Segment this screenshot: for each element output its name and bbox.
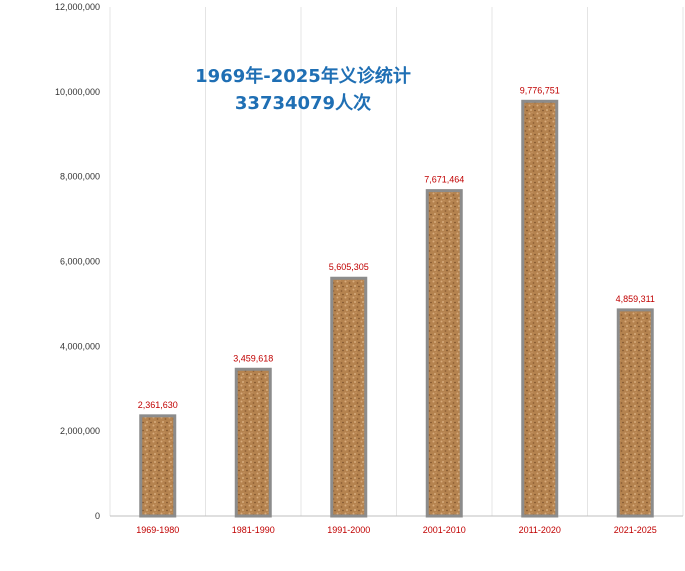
bar: [425, 189, 463, 518]
grid-lines: [109, 7, 684, 516]
bar: [234, 367, 272, 518]
data-label: 4,859,311: [616, 294, 655, 304]
chart-title: 1969年-2025年义诊统计 33734079人次: [195, 65, 411, 114]
x-tick-label: 1969-1980: [136, 525, 179, 535]
data-label: 7,671,464: [424, 175, 464, 185]
data-label: 5,605,305: [329, 262, 369, 272]
bar: [330, 276, 368, 518]
y-axis-tick-labels: 0 2,000,000 4,000,000 6,000,000 8,000,000 10,…: [55, 2, 100, 521]
data-labels: 2,361,630 3,459,618 5,605,305 7,671,464 9,77…: [138, 85, 655, 410]
x-tick-label: 2011-2020: [519, 525, 561, 535]
y-tick-label: 0: [95, 511, 100, 521]
y-tick-label: 10,000,000: [55, 87, 100, 97]
bar: [139, 414, 177, 518]
title-line-2: 33734079人次: [235, 92, 371, 114]
y-tick-label: 4,000,000: [60, 341, 100, 351]
y-tick-label: 8,000,000: [60, 172, 100, 182]
x-tick-label: 1991-2000: [327, 525, 370, 535]
title-line-1: 1969年-2025年义诊统计: [195, 65, 411, 87]
bar: [616, 308, 654, 518]
bar: [521, 99, 559, 518]
x-axis-category-labels: 1969-1980 1981-1990 1991-2000 2001-2010 2011…: [136, 525, 657, 535]
y-tick-label: 6,000,000: [60, 257, 100, 267]
y-tick-label: 12,000,000: [55, 2, 100, 12]
data-label: 3,459,618: [233, 353, 273, 363]
data-label: 2,361,630: [138, 400, 178, 410]
x-tick-label: 2001-2010: [423, 525, 466, 535]
bars: [139, 99, 654, 518]
data-label: 9,776,751: [520, 85, 560, 95]
x-tick-label: 1981-1990: [232, 525, 275, 535]
x-tick-label: 2021-2025: [614, 525, 657, 535]
y-tick-label: 2,000,000: [60, 426, 100, 436]
